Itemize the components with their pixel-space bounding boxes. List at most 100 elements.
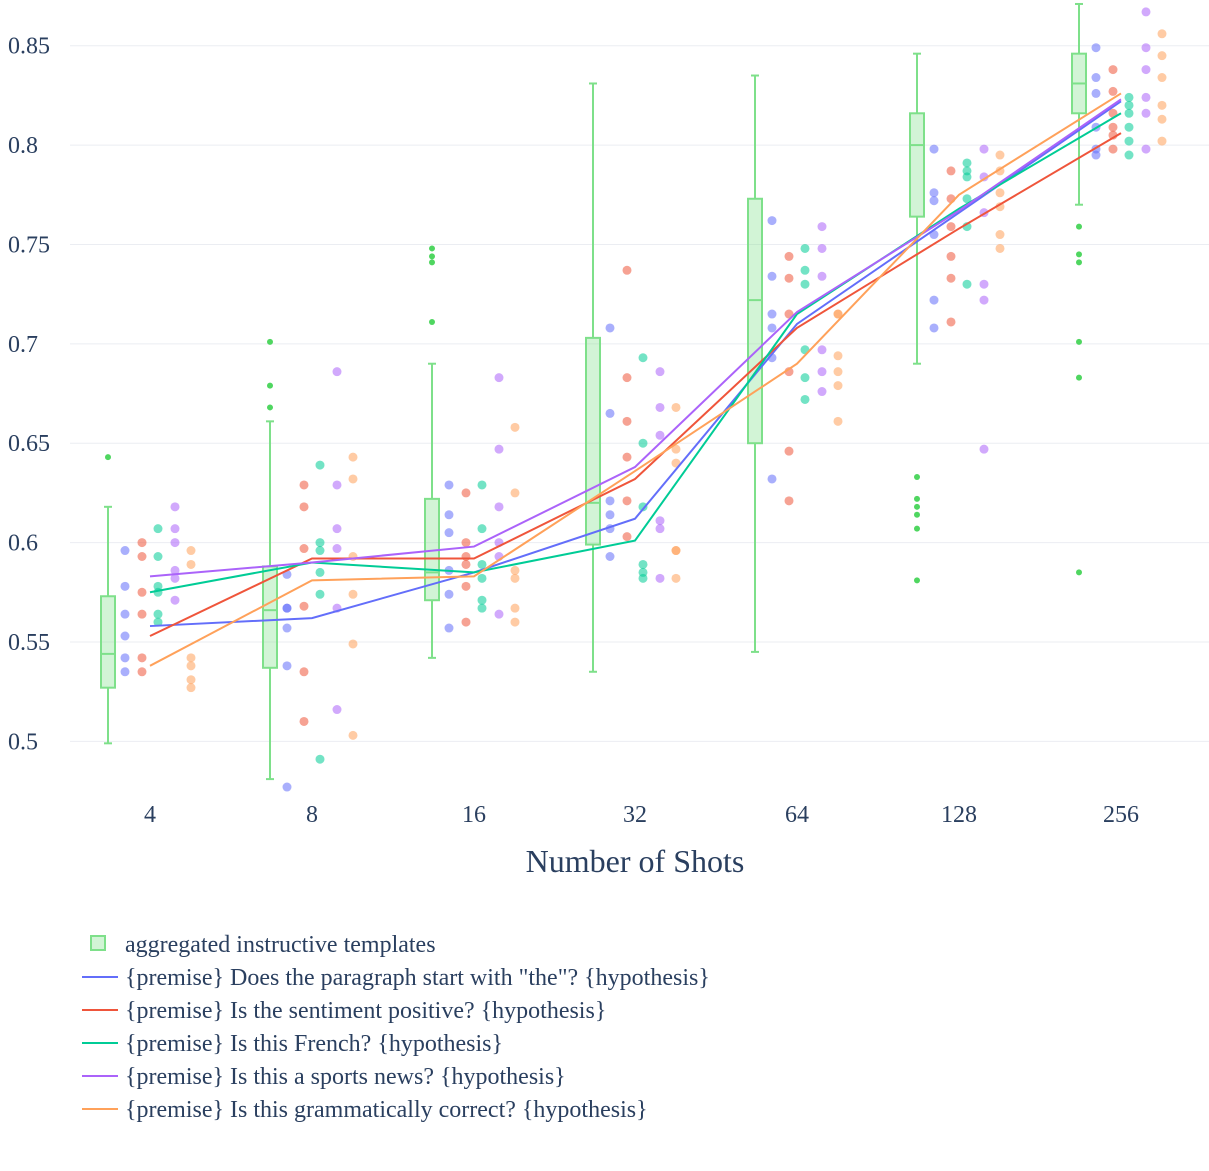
- box-outlier-point: [1076, 259, 1082, 266]
- box-plot: [262, 338, 278, 781]
- box-outlier-point: [429, 245, 435, 252]
- scatter-point: [671, 402, 681, 412]
- box-outlier-point: [914, 525, 920, 532]
- box-plot: [424, 245, 440, 659]
- scatter-point: [461, 559, 471, 569]
- scatter-point: [929, 323, 939, 333]
- x-axis-ticks: 4 8 16 32 64 128 256: [144, 802, 1139, 828]
- scatter-point: [946, 317, 956, 327]
- scatter-point: [638, 353, 648, 363]
- scatter-point: [510, 573, 520, 583]
- box-plot: [1071, 2, 1087, 576]
- scatter-point: [638, 438, 648, 448]
- scatter-point: [655, 430, 665, 440]
- scatter-point: [315, 754, 325, 764]
- box-plot: [747, 74, 763, 653]
- scatter-point: [929, 196, 939, 206]
- box-outlier-point: [267, 338, 273, 345]
- scatter-point: [1141, 92, 1151, 102]
- box-outlier-point: [1076, 569, 1082, 576]
- scatter-point: [1141, 7, 1151, 17]
- y-tick-label: 0.65: [8, 431, 50, 457]
- scatter-point: [638, 573, 648, 583]
- box-outlier-point: [1076, 251, 1082, 258]
- scatter-point: [315, 567, 325, 577]
- scatter-point: [510, 422, 520, 432]
- box-outlier-point: [1076, 338, 1082, 345]
- box-outlier-point: [914, 511, 920, 518]
- scatter-point: [137, 653, 147, 663]
- scatter-point: [477, 595, 487, 605]
- scatter-point: [962, 158, 972, 168]
- scatter-point: [817, 367, 827, 377]
- scatter-point: [477, 524, 487, 534]
- grid-lines: [70, 45, 1209, 742]
- scatter-point: [605, 510, 615, 520]
- x-tick-label: 64: [785, 802, 809, 828]
- box-plot: [100, 454, 116, 745]
- box-plots: [100, 2, 1087, 781]
- scatter-point: [461, 581, 471, 591]
- scatter-point: [979, 444, 989, 454]
- scatter-point: [800, 394, 810, 404]
- scatter-point: [833, 351, 843, 361]
- scatter-point: [671, 573, 681, 583]
- scatter-point: [444, 589, 454, 599]
- scatter-point: [995, 202, 1005, 212]
- x-tick-label: 256: [1103, 802, 1139, 828]
- scatter-point: [510, 617, 520, 627]
- scatter-point: [477, 573, 487, 583]
- legend-item-series[interactable]: {premise} Does the paragraph start with …: [82, 965, 710, 991]
- scatter-point: [510, 603, 520, 613]
- box-outlier-point: [429, 318, 435, 325]
- box-outlier-point: [914, 577, 920, 584]
- scatter-point: [510, 488, 520, 498]
- scatter-point: [477, 559, 487, 569]
- scatter-point: [1124, 100, 1134, 110]
- scatter-point: [299, 667, 309, 677]
- scatter-point: [461, 617, 471, 627]
- scatter-point: [671, 546, 681, 556]
- x-axis-title: Number of Shots: [526, 843, 745, 879]
- scatter-point: [332, 480, 342, 490]
- scatter-point: [995, 188, 1005, 198]
- scatter-point: [477, 480, 487, 490]
- y-tick-label: 0.85: [8, 34, 50, 60]
- scatter-point: [170, 502, 180, 512]
- y-tick-label: 0.5: [8, 729, 38, 755]
- scatter-point: [605, 408, 615, 418]
- scatter-point: [979, 172, 989, 182]
- scatter-point: [186, 559, 196, 569]
- legend-item-series[interactable]: {premise} Is the sentiment positive? {hy…: [82, 998, 606, 1024]
- legend-label: aggregated instructive templates: [125, 932, 436, 958]
- scatter-point: [833, 381, 843, 391]
- legend-swatch-box: [90, 935, 106, 951]
- scatter-point: [137, 552, 147, 561]
- box-plot: [585, 82, 601, 673]
- scatter-point: [282, 661, 292, 671]
- legend-item-series[interactable]: {premise} Is this French? {hypothesis}: [82, 1031, 503, 1057]
- mean-lines: [149, 92, 1122, 667]
- scatter-point: [186, 661, 196, 671]
- scatter-point: [315, 589, 325, 599]
- scatter-point: [1091, 88, 1101, 98]
- scatter-point: [962, 194, 972, 204]
- scatter-point: [137, 609, 147, 619]
- scatter-point: [929, 188, 939, 198]
- scatter-point: [170, 524, 180, 534]
- series-mean-line: [149, 98, 1122, 578]
- legend-item-series[interactable]: {premise} Is this grammatically correct?…: [82, 1097, 648, 1123]
- legend: aggregated instructive templates {premise…: [82, 932, 710, 1123]
- series-mean-line: [149, 100, 1122, 628]
- scatter-point: [315, 546, 325, 556]
- scatter-point: [348, 589, 358, 599]
- legend-item-series[interactable]: {premise} Is this a sports news? {hypoth…: [82, 1064, 566, 1090]
- scatter-point: [137, 667, 147, 677]
- scatter-point: [622, 496, 632, 506]
- scatter-point: [153, 609, 163, 619]
- scatter-point: [1141, 65, 1151, 75]
- legend-item-box[interactable]: aggregated instructive templates: [90, 932, 436, 958]
- scatter-point: [817, 387, 827, 397]
- scatter-point: [767, 323, 777, 333]
